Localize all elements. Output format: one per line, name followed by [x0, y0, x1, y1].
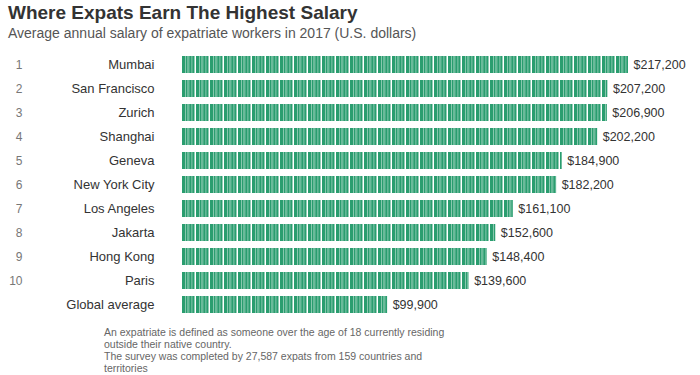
svg-text:Geneva: Geneva [109, 153, 155, 168]
svg-text:3: 3 [16, 106, 23, 120]
svg-text:$161,100: $161,100 [518, 202, 570, 216]
svg-text:9: 9 [16, 250, 23, 264]
svg-text:$152,600: $152,600 [501, 226, 553, 240]
svg-text:2: 2 [16, 82, 23, 96]
html-text:The survey was completed by 27: The survey was completed by 27,587 expat… [104, 350, 423, 374]
svg-text:San Francisco: San Francisco [71, 81, 154, 96]
svg-text:$207,200: $207,200 [613, 82, 665, 96]
svg-text:$182,200: $182,200 [562, 178, 614, 192]
svg-text:Shanghai: Shanghai [100, 129, 155, 144]
svg-text:$184,900: $184,900 [567, 154, 619, 168]
svg-text:Los Angeles: Los Angeles [84, 201, 155, 216]
svg-text:4: 4 [16, 130, 23, 144]
svg-text:5: 5 [16, 154, 23, 168]
svg-text:Hong Kong: Hong Kong [89, 249, 154, 264]
svg-text:Mumbai: Mumbai [108, 57, 154, 72]
html-text:Where Expats Earn The Highest: Where Expats Earn The Highest Salary [8, 2, 358, 23]
svg-text:Global average: Global average [66, 297, 154, 312]
html-text:An expatriate is defined as so: An expatriate is defined as someone over… [104, 326, 445, 350]
html-text:Average annual salary of expat: Average annual salary of expatriate work… [8, 25, 417, 41]
svg-text:New York City: New York City [74, 177, 155, 192]
svg-text:Zurich: Zurich [118, 105, 154, 120]
svg-text:$217,200: $217,200 [634, 58, 686, 72]
svg-text:6: 6 [16, 178, 23, 192]
svg-text:$148,400: $148,400 [492, 250, 544, 264]
svg-text:$202,200: $202,200 [603, 130, 655, 144]
svg-text:10: 10 [9, 274, 23, 288]
svg-text:7: 7 [16, 202, 23, 216]
svg-text:Paris: Paris [125, 273, 155, 288]
svg-text:$99,900: $99,900 [393, 298, 438, 312]
svg-text:$206,900: $206,900 [612, 106, 664, 120]
svg-text:8: 8 [16, 226, 23, 240]
svg-text:1: 1 [16, 58, 23, 72]
svg-text:Jakarta: Jakarta [112, 225, 155, 240]
svg-text:$139,600: $139,600 [474, 274, 526, 288]
